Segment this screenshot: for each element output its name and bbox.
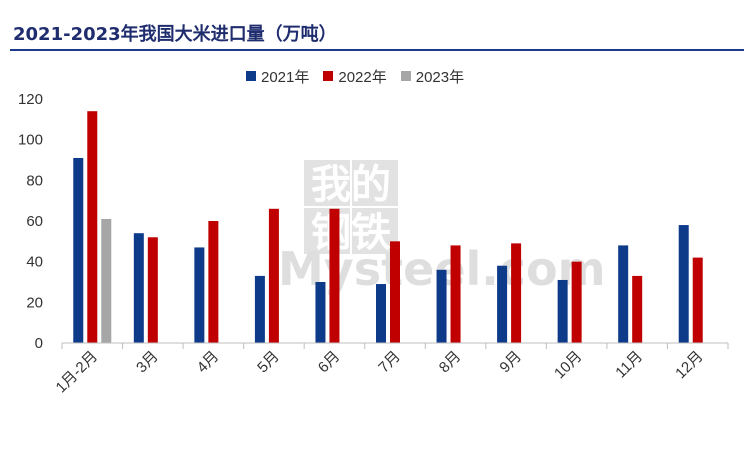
y-tick-label: 40 xyxy=(26,254,43,271)
y-tick-label: 0 xyxy=(35,335,43,352)
x-tick-label: 11月 xyxy=(612,348,646,382)
bar xyxy=(557,279,568,343)
watermark-box-1 xyxy=(304,160,350,206)
bar xyxy=(133,233,144,343)
bar xyxy=(692,257,703,343)
chart-title: 2021-2023年我国大米进口量（万吨） xyxy=(13,24,337,45)
bar xyxy=(208,221,219,343)
bar xyxy=(678,225,689,343)
x-tick-label: 7月 xyxy=(375,348,404,377)
x-axis: 1月-2月 3月 4月 5月 6月 7月 8月 9月 10月 11月 12月 xyxy=(53,342,729,397)
bar xyxy=(254,275,265,343)
bar xyxy=(436,269,447,343)
watermark-box-2 xyxy=(352,160,398,206)
bar xyxy=(390,241,400,343)
bars xyxy=(73,111,703,343)
y-tick-label: 60 xyxy=(26,213,43,230)
bar xyxy=(315,282,326,343)
watermark-box-3 xyxy=(304,208,350,254)
watermark-line1: 我的 xyxy=(311,162,391,208)
legend-item-2022: 2022年 xyxy=(323,66,387,87)
bar xyxy=(329,208,340,343)
x-tick-label: 3月 xyxy=(133,348,162,377)
bar xyxy=(194,247,205,343)
x-tick-label: 4月 xyxy=(194,348,223,377)
x-tick-label: 12月 xyxy=(672,348,706,382)
legend-label-2023: 2023年 xyxy=(415,68,465,86)
bar xyxy=(511,243,522,343)
y-tick-label: 120 xyxy=(18,91,43,108)
x-tick-label: 8月 xyxy=(436,348,465,377)
x-tick-label: 9月 xyxy=(496,348,525,377)
x-tick-label: 10月 xyxy=(551,348,585,382)
bar xyxy=(73,157,84,343)
legend-swatch-2022 xyxy=(323,71,334,81)
legend-label-2022: 2022年 xyxy=(338,68,387,86)
bar xyxy=(101,218,112,343)
bar xyxy=(376,284,386,343)
chart-legend: 2021年 2022年 2023年 xyxy=(246,66,478,86)
x-tick-label: 5月 xyxy=(254,348,283,377)
bar xyxy=(571,261,582,343)
legend-item-2023: 2023年 xyxy=(400,66,465,87)
bar xyxy=(618,245,629,343)
title-divider xyxy=(10,49,744,51)
x-tick-label: 6月 xyxy=(315,348,344,377)
bar xyxy=(147,237,158,343)
y-tick-label: 20 xyxy=(26,294,43,311)
bar xyxy=(268,208,279,343)
bar xyxy=(87,111,98,343)
bar xyxy=(497,265,508,343)
legend-swatch-2023 xyxy=(400,71,411,81)
bar xyxy=(450,245,461,343)
legend-swatch-2021 xyxy=(246,71,256,81)
x-tick-label: 1月-2月 xyxy=(53,348,102,397)
bar xyxy=(632,275,643,343)
legend-item-2021: 2021年 xyxy=(246,66,309,87)
y-tick-label: 80 xyxy=(26,172,43,189)
watermark-line2: 钢铁 xyxy=(311,210,391,256)
legend-label-2021: 2021年 xyxy=(261,68,310,86)
y-axis-ticks: 0 20 40 60 80 100 120 xyxy=(18,91,43,352)
y-tick-label: 100 xyxy=(18,132,43,149)
